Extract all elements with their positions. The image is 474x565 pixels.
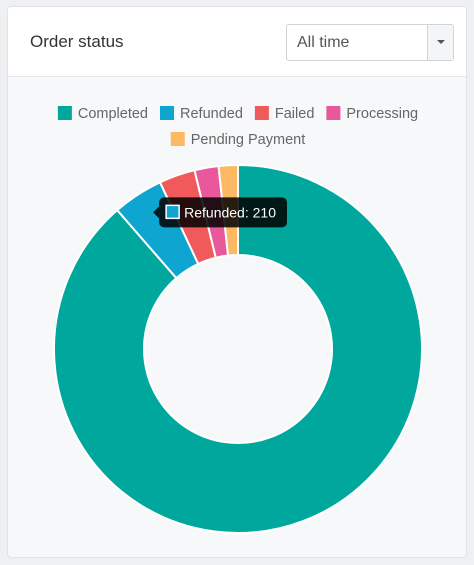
legend-item-failed[interactable]: Failed: [254, 106, 315, 122]
chart-slices: [53, 163, 423, 534]
chart-tooltip: Refunded: 210: [153, 197, 287, 228]
legend-swatch-pending-payment: [170, 132, 185, 146]
legend-label-refunded: Refunded: [180, 106, 243, 122]
legend-item-completed[interactable]: Completed: [57, 106, 148, 122]
legend-item-processing[interactable]: Processing: [326, 106, 418, 122]
legend-swatch-failed: [254, 106, 269, 120]
tooltip-box: [159, 197, 287, 228]
legend-label-processing: Processing: [346, 106, 418, 122]
legend-swatch-processing: [326, 106, 341, 120]
legend-swatch-completed: [57, 106, 72, 120]
order-status-card: Order status All time Completed Refunded F…: [7, 6, 467, 558]
tooltip-caret: [153, 206, 160, 219]
legend-label-completed: Completed: [78, 106, 148, 122]
time-range-value: All time: [297, 34, 350, 51]
chevron-down-icon[interactable]: [427, 25, 453, 60]
legend-item-pending-payment[interactable]: Pending Payment: [170, 132, 305, 148]
legend-label-failed: Failed: [275, 106, 315, 122]
doughnut-chart: Completed Refunded Failed Processing Pending…: [53, 106, 423, 534]
time-range-select[interactable]: All time: [286, 24, 454, 61]
card-header: Order status All time: [8, 7, 466, 77]
legend-swatch-refunded: [160, 106, 174, 120]
chart-legend: Completed Refunded Failed Processing Pending…: [57, 106, 418, 148]
tooltip-swatch: [165, 204, 180, 220]
legend-item-refunded[interactable]: Refunded: [160, 106, 243, 122]
slice-completed[interactable]: [53, 163, 423, 534]
card-title: Order status: [30, 32, 124, 51]
tooltip-label: Refunded: 210: [184, 204, 276, 220]
legend-label-pending-payment: Pending Payment: [191, 132, 305, 148]
